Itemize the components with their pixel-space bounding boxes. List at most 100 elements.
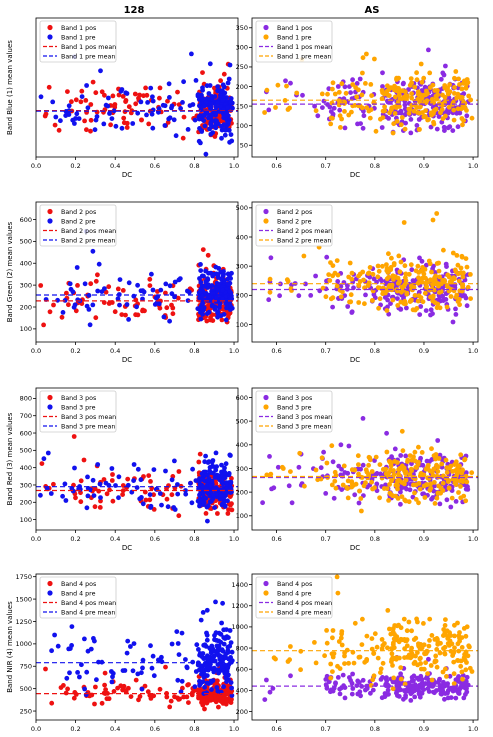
scatter-point — [416, 270, 422, 275]
scatter-point — [52, 122, 58, 128]
scatter-point — [403, 271, 409, 277]
scatter-point — [466, 643, 472, 649]
scatter-point — [384, 486, 390, 491]
scatter-point — [194, 642, 200, 648]
scatter-point — [73, 495, 78, 501]
scatter-point — [262, 697, 268, 702]
scatter-point — [225, 691, 231, 696]
scatter-point — [284, 83, 289, 89]
scatter-point — [441, 247, 446, 253]
scatter-point — [208, 131, 214, 137]
scatter-point — [218, 78, 224, 84]
scatter-point — [349, 270, 355, 276]
legend-marker — [263, 590, 269, 596]
scatter-point — [368, 82, 374, 87]
scatter-point — [169, 477, 175, 483]
scatter-point — [334, 258, 340, 263]
scatter-point — [229, 693, 235, 698]
x-axis-label: DC — [350, 544, 360, 552]
scatter-point — [457, 278, 462, 284]
scatter-point — [262, 110, 267, 115]
scatter-point — [206, 91, 212, 96]
scatter-point — [368, 683, 374, 688]
scatter-point — [228, 132, 234, 138]
scatter-point — [208, 696, 214, 702]
scatter-point — [408, 655, 413, 661]
scatter-point — [401, 616, 407, 622]
scatter-point — [427, 616, 433, 622]
scatter-point — [196, 689, 201, 694]
x-tick-label: 0.7 — [321, 725, 331, 733]
scatter-point — [62, 481, 68, 487]
scatter-point — [55, 643, 61, 649]
scatter-point — [342, 695, 348, 701]
scatter-point — [213, 630, 219, 636]
scatter-point — [264, 87, 270, 93]
x-tick-label: 1.0 — [229, 535, 239, 543]
scatter-point — [228, 479, 234, 485]
scatter-point — [360, 677, 366, 683]
scatter-point — [221, 271, 227, 277]
scatter-point — [192, 684, 198, 690]
y-tick-label: 100 — [236, 512, 248, 520]
scatter-point — [448, 504, 454, 510]
legend-marker — [47, 580, 53, 587]
scatter-point — [264, 677, 269, 683]
scatter-point — [356, 273, 361, 279]
legend-label: Band 4 pos mean — [277, 600, 332, 607]
scatter-point — [135, 312, 141, 318]
scatter-point — [102, 92, 107, 98]
scatter-point — [327, 104, 333, 110]
scatter-point — [165, 98, 170, 104]
scatter-point — [386, 311, 392, 317]
scatter-point — [50, 99, 56, 105]
scatter-point — [287, 105, 292, 111]
x-tick-label: 0.4 — [110, 162, 120, 170]
scatter-point — [133, 677, 139, 683]
scatter-point — [416, 91, 421, 97]
x-tick-label: 0.6 — [271, 725, 281, 733]
scatter-point — [443, 457, 449, 463]
scatter-point — [357, 654, 363, 660]
scatter-point — [225, 276, 231, 282]
scatter-point — [219, 123, 224, 129]
scatter-point — [197, 503, 202, 509]
scatter-point — [459, 95, 465, 100]
scatter-point — [78, 478, 84, 484]
scatter-point — [467, 665, 473, 671]
scatter-point — [168, 698, 174, 704]
scatter-point — [220, 98, 226, 103]
scatter-point — [394, 483, 400, 489]
scatter-point — [390, 273, 396, 279]
scatter-point — [200, 610, 206, 615]
scatter-point — [437, 650, 443, 656]
scatter-point — [432, 501, 438, 506]
scatter-point — [428, 485, 434, 491]
scatter-point — [431, 466, 437, 472]
scatter-point — [227, 289, 233, 294]
scatter-point — [337, 113, 343, 119]
scatter-point — [78, 499, 84, 505]
scatter-point — [223, 461, 229, 467]
scatter-point — [216, 704, 221, 710]
scatter-point — [120, 668, 126, 673]
scatter-point — [97, 505, 103, 510]
scatter-point — [402, 126, 408, 132]
scatter-point — [142, 683, 148, 689]
scatter-point — [433, 456, 438, 462]
scatter-point — [321, 98, 327, 104]
scatter-point — [454, 253, 460, 258]
scatter-point — [330, 304, 335, 310]
column-title-128: 128 — [124, 5, 145, 16]
scatter-point — [178, 689, 184, 695]
scatter-point — [416, 289, 422, 295]
axes-frame — [35, 201, 239, 343]
scatter-point — [453, 294, 459, 300]
scatter-point — [369, 93, 374, 98]
scatter-point — [228, 303, 233, 309]
scatter-point — [127, 644, 133, 649]
scatter-point — [136, 95, 141, 101]
scatter-point — [342, 661, 347, 666]
scatter-point — [119, 312, 125, 317]
x-axis-label: DC — [350, 171, 360, 179]
